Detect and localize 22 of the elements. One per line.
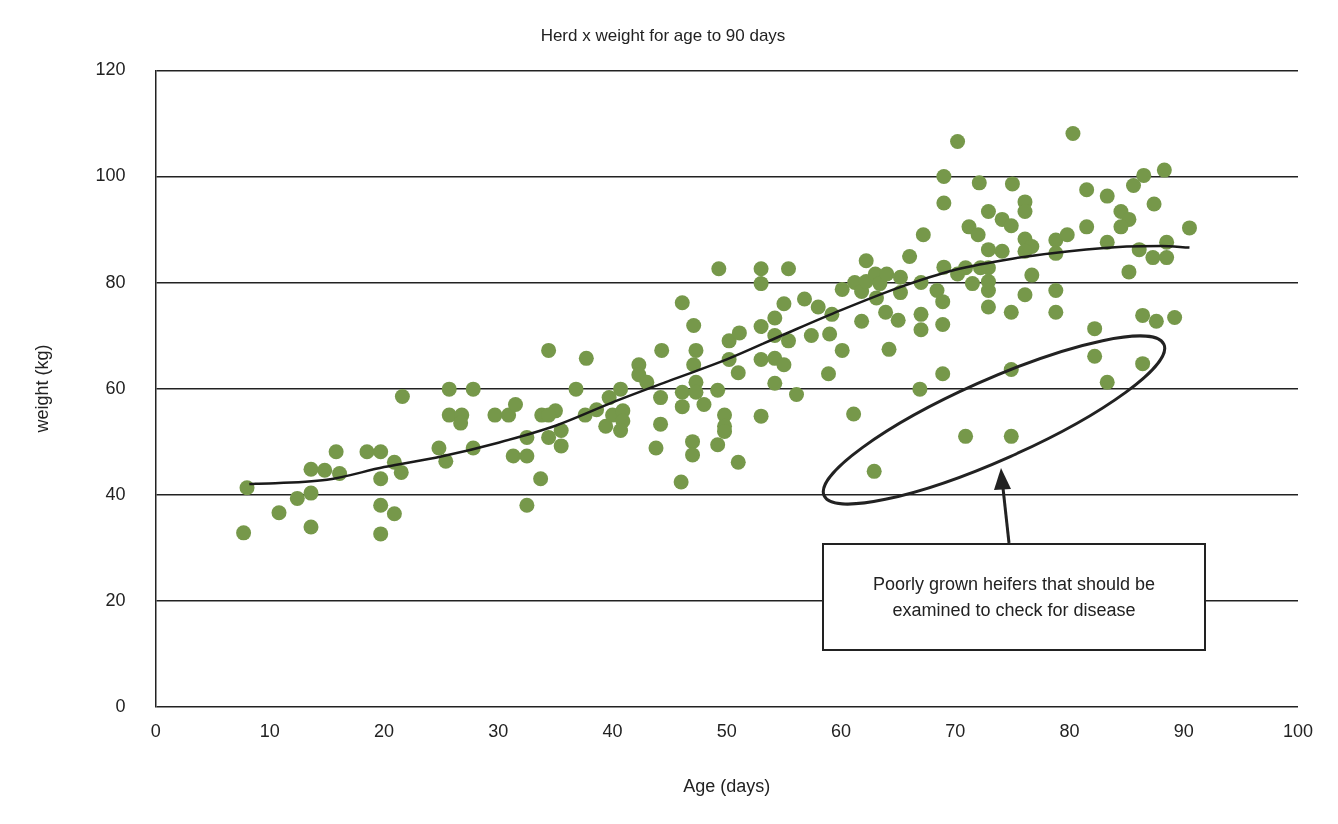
callout-box: Poorly grown heifers that should be examined to check for disease <box>822 543 1206 651</box>
x-tick-label: 100 <box>1282 720 1314 741</box>
x-tick-label: 50 <box>716 720 737 741</box>
x-tick-label: 80 <box>1059 720 1080 741</box>
y-axis-title: weight (kg) <box>31 344 52 434</box>
y-tick-label: 80 <box>105 271 126 292</box>
x-tick-label: 60 <box>831 720 852 741</box>
chart-title: Herd x weight for age to 90 days <box>540 25 786 45</box>
x-tick-label: 70 <box>945 720 966 741</box>
x-axis-title: Age (days) <box>683 776 771 797</box>
y-tick-label: 0 <box>115 695 126 716</box>
y-tick-label: 100 <box>95 165 126 186</box>
x-tick-label: 30 <box>488 720 509 741</box>
y-tick-label: 120 <box>95 59 126 80</box>
x-tick-label: 20 <box>374 720 395 741</box>
y-tick-label: 40 <box>105 483 126 504</box>
y-tick-label: 60 <box>105 377 126 398</box>
y-tick-label: 20 <box>105 589 126 610</box>
x-tick-label: 90 <box>1173 720 1194 741</box>
x-tick-label: 10 <box>259 720 280 741</box>
x-tick-label: 40 <box>602 720 623 741</box>
x-tick-label: 0 <box>150 720 161 741</box>
